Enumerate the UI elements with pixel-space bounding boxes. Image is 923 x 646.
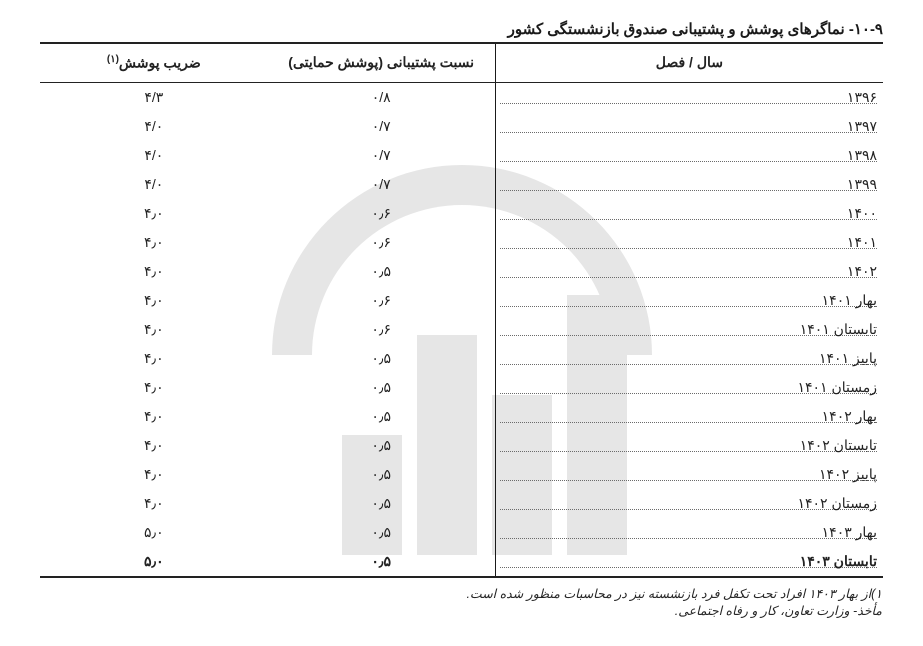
cell-ratio: ۰٫۶ — [268, 315, 496, 344]
col-header-coef-text: ضریب پوشش — [119, 55, 201, 71]
cell-coef: ۴٫۰ — [40, 257, 268, 286]
cell-coef: ۴٫۰ — [40, 228, 268, 257]
table-row: تابستان ۱۴۰۱۰٫۶۴٫۰ — [40, 315, 883, 344]
cell-coef: ۴/۰ — [40, 112, 268, 141]
cell-year: بهار ۱۴۰۲ — [495, 402, 883, 431]
table-row: زمستان ۱۴۰۱۰٫۵۴٫۰ — [40, 373, 883, 402]
cell-ratio: ۰٫۵ — [268, 489, 496, 518]
cell-coef: ۴٫۰ — [40, 199, 268, 228]
cell-ratio: ۰/۷ — [268, 112, 496, 141]
cell-year: زمستان ۱۴۰۱ — [495, 373, 883, 402]
table-row: ۱۳۹۹۰/۷۴/۰ — [40, 170, 883, 199]
col-header-coef-sup: (۱) — [107, 54, 119, 65]
cell-year: زمستان ۱۴۰۲ — [495, 489, 883, 518]
cell-ratio: ۰/۸ — [268, 82, 496, 112]
table-row: ۱۴۰۱۰٫۶۴٫۰ — [40, 228, 883, 257]
cell-coef: ۴/۰ — [40, 170, 268, 199]
cell-year: بهار ۱۴۰۱ — [495, 286, 883, 315]
table-title: ۱۰-۹- نماگرهای پوشش و پشتیبانی صندوق باز… — [40, 20, 883, 38]
cell-coef: ۴/۳ — [40, 82, 268, 112]
cell-ratio: ۰/۷ — [268, 170, 496, 199]
col-header-ratio: نسبت پشتیبانی (پوشش حمایتی) — [268, 43, 496, 82]
cell-ratio: ۰٫۵ — [268, 257, 496, 286]
cell-coef: ۴٫۰ — [40, 344, 268, 373]
table-row: بهار ۱۴۰۳۰٫۵۵٫۰ — [40, 518, 883, 547]
cell-year: بهار ۱۴۰۳ — [495, 518, 883, 547]
table-row: پاییز ۱۴۰۲۰٫۵۴٫۰ — [40, 460, 883, 489]
cell-year: تابستان ۱۴۰۳ — [495, 547, 883, 577]
cell-year: ۱۴۰۲ — [495, 257, 883, 286]
table-row: زمستان ۱۴۰۲۰٫۵۴٫۰ — [40, 489, 883, 518]
table-row: تابستان ۱۴۰۳۰٫۵۵٫۰ — [40, 547, 883, 577]
cell-coef: ۵٫۰ — [40, 518, 268, 547]
table-row: بهار ۱۴۰۲۰٫۵۴٫۰ — [40, 402, 883, 431]
cell-year: تابستان ۱۴۰۲ — [495, 431, 883, 460]
cell-ratio: ۰٫۵ — [268, 460, 496, 489]
cell-coef: ۴٫۰ — [40, 373, 268, 402]
cell-coef: ۵٫۰ — [40, 547, 268, 577]
table-row: ۱۳۹۸۰/۷۴/۰ — [40, 141, 883, 170]
col-header-year: سال / فصل — [495, 43, 883, 82]
cell-ratio: ۰٫۵ — [268, 344, 496, 373]
cell-ratio: ۰٫۵ — [268, 431, 496, 460]
cell-year: ۱۳۹۶ — [495, 82, 883, 112]
cell-ratio: ۰٫۶ — [268, 286, 496, 315]
table-row: ۱۴۰۲۰٫۵۴٫۰ — [40, 257, 883, 286]
cell-coef: ۴٫۰ — [40, 402, 268, 431]
cell-year: پاییز ۱۴۰۲ — [495, 460, 883, 489]
footnote-1: ۱)از بهار ۱۴۰۳ افراد تحت تکفل فرد بازنشس… — [41, 586, 882, 601]
cell-ratio: ۰٫۵ — [268, 518, 496, 547]
cell-coef: ۴٫۰ — [40, 489, 268, 518]
cell-coef: ۴/۰ — [40, 141, 268, 170]
cell-ratio: ۰٫۵ — [268, 547, 496, 577]
cell-coef: ۴٫۰ — [40, 431, 268, 460]
cell-ratio: ۰/۷ — [268, 141, 496, 170]
table-row: ۱۴۰۰۰٫۶۴٫۰ — [40, 199, 883, 228]
cell-ratio: ۰٫۶ — [268, 228, 496, 257]
cell-year: ۱۳۹۹ — [495, 170, 883, 199]
table-row: بهار ۱۴۰۱۰٫۶۴٫۰ — [40, 286, 883, 315]
cell-ratio: ۰٫۵ — [268, 402, 496, 431]
table-row: تابستان ۱۴۰۲۰٫۵۴٫۰ — [40, 431, 883, 460]
cell-year: تابستان ۱۴۰۱ — [495, 315, 883, 344]
cell-year: پاییز ۱۴۰۱ — [495, 344, 883, 373]
cell-coef: ۴٫۰ — [40, 286, 268, 315]
cell-year: ۱۴۰۰ — [495, 199, 883, 228]
cell-year: ۱۳۹۸ — [495, 141, 883, 170]
cell-year: ۱۴۰۱ — [495, 228, 883, 257]
table-row: پاییز ۱۴۰۱۰٫۵۴٫۰ — [40, 344, 883, 373]
table-row: ۱۳۹۶۰/۸۴/۳ — [40, 82, 883, 112]
col-header-coef: ضریب پوشش(۱) — [40, 43, 268, 82]
cell-year: ۱۳۹۷ — [495, 112, 883, 141]
data-table: سال / فصل نسبت پشتیبانی (پوشش حمایتی) ضر… — [40, 42, 883, 621]
footnote-source: مأخذ- وزارت تعاون، کار و رفاه اجتماعی. — [41, 603, 882, 618]
cell-ratio: ۰٫۵ — [268, 373, 496, 402]
table-row: ۱۳۹۷۰/۷۴/۰ — [40, 112, 883, 141]
cell-ratio: ۰٫۶ — [268, 199, 496, 228]
cell-coef: ۴٫۰ — [40, 460, 268, 489]
cell-coef: ۴٫۰ — [40, 315, 268, 344]
